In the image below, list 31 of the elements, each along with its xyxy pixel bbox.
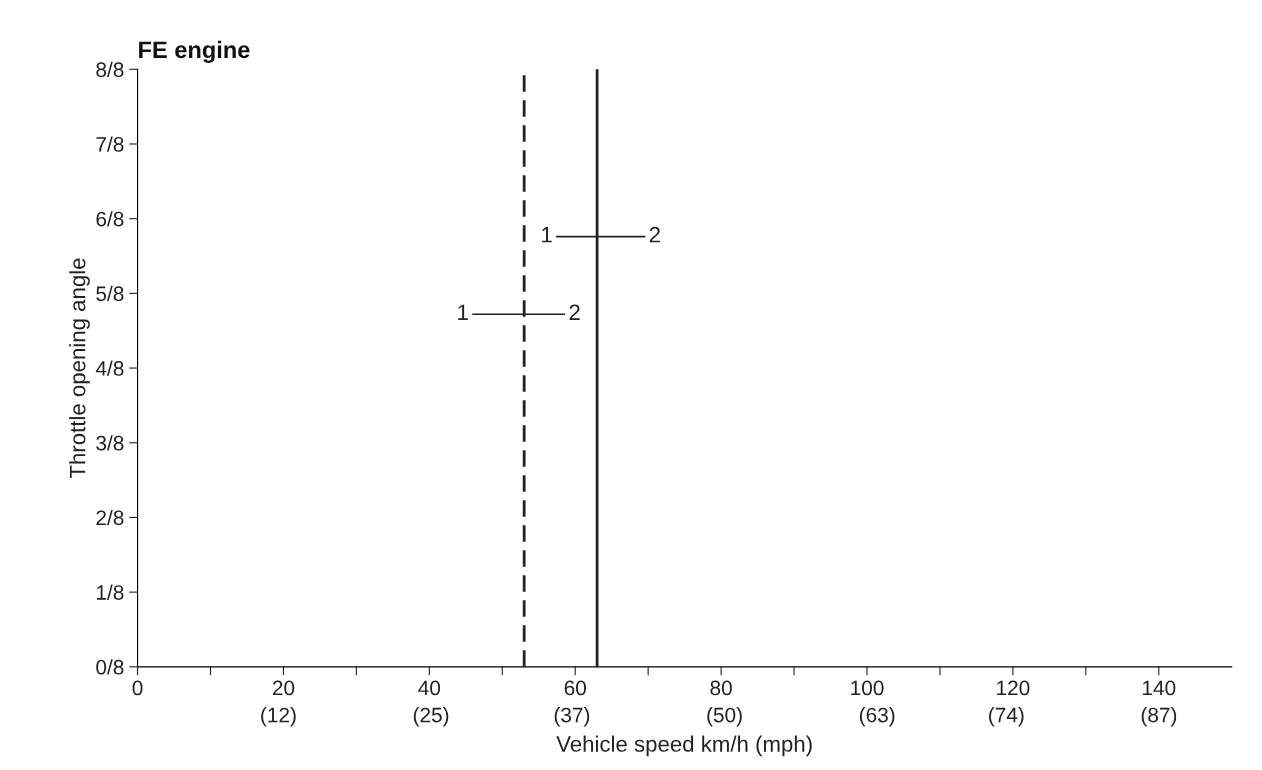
x-tick-label: 140 [1142, 680, 1176, 696]
y-tick-label: 3/8 [96, 435, 124, 451]
x-tick-label: 0 [132, 680, 143, 696]
y-tick-label: 6/8 [96, 211, 124, 227]
x2-tick-label: (63) [859, 707, 895, 727]
y-tick-label: 8/8 [96, 61, 124, 78]
x2-tick-label: (25) [413, 707, 449, 727]
annotation: 1 [458, 304, 468, 321]
y-tick-label: 2/8 [96, 509, 124, 526]
x-tick-label: 100 [851, 680, 884, 696]
y-tick-label: 5/8 [96, 285, 124, 302]
x2-tick-label: (12) [261, 707, 296, 727]
y-tick-label: 7/8 [96, 136, 124, 152]
annotation: 1 [542, 227, 552, 243]
annotation: 2 [649, 226, 660, 243]
x2-tick-label: (87) [1141, 707, 1177, 727]
y-tick-label: 1/8 [96, 584, 124, 600]
annotation: 2 [569, 304, 580, 321]
x2-tick-label: (50) [707, 707, 742, 727]
x-tick-label: 20 [272, 680, 295, 696]
x2-tick-label: (37) [554, 707, 590, 727]
x-tick-label: 40 [418, 680, 441, 696]
x-tick-label: 80 [710, 680, 732, 696]
y-tick-label: 0/8 [96, 659, 124, 675]
chart-title: FE engine [139, 40, 250, 63]
y-axis-title: Throttle opening angle [69, 258, 90, 479]
y-tick-label: 4/8 [95, 360, 124, 376]
x-axis-title: Vehicle speed km/h (mph) [556, 735, 812, 757]
x-tick-label: 120 [997, 680, 1030, 696]
x-tick-label: 60 [564, 680, 586, 696]
x2-tick-label: (74) [989, 707, 1024, 727]
